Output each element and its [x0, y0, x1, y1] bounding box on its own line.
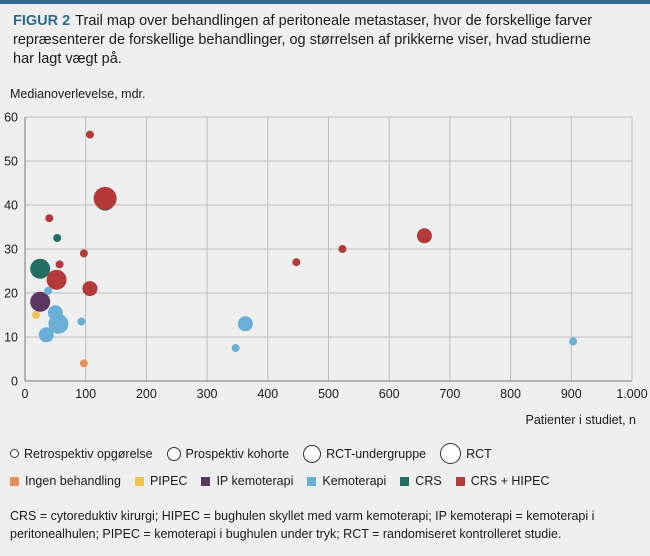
color-legend-label: PIPEC: [149, 474, 188, 488]
color-legend-swatch: [307, 476, 317, 486]
x-tick-label: 400: [257, 387, 278, 401]
size-legend-item: Retrospektiv opgørelse: [10, 447, 153, 461]
data-point: [292, 258, 301, 267]
data-point: [30, 258, 51, 279]
color-legend-item: Ingen behandling: [10, 474, 121, 488]
data-point: [55, 260, 64, 269]
x-tick-label: 800: [500, 387, 521, 401]
x-tick-label: 600: [379, 387, 400, 401]
caption-text: Trail map over behandlingen af peritonea…: [13, 13, 593, 67]
y-tick-label: 60: [4, 111, 18, 125]
y-tick-label: 20: [4, 287, 18, 301]
data-point: [569, 337, 578, 346]
color-legend-label: IP kemoterapi: [216, 474, 294, 488]
data-point: [79, 249, 88, 258]
color-legend-swatch: [201, 476, 211, 486]
footnote: CRS = cytoreduktiv kirurgi; HIPEC = bugh…: [10, 509, 595, 541]
x-tick-label: 900: [561, 387, 582, 401]
size-legend-item: Prospektiv kohorte: [166, 446, 290, 461]
size-legend-marker: [440, 443, 462, 464]
size-legend-marker: [166, 446, 181, 461]
x-tick-label: 0: [22, 387, 29, 401]
color-legend-item: IP kemoterapi: [201, 474, 293, 488]
grid-lines: [24, 116, 633, 382]
data-points: [30, 130, 578, 368]
data-point: [93, 186, 117, 210]
color-legend-label: CRS + HIPEC: [470, 474, 550, 488]
color-legend-label: Kemoterapi: [322, 474, 387, 488]
size-legend: Retrospektiv opgørelse Prospektiv kohorte…: [10, 443, 506, 464]
color-legend-label: Ingen behandling: [25, 474, 121, 488]
color-legend-swatch: [400, 476, 410, 486]
figure-caption: FIGUR 2 Trail map over behandlingen af pe…: [13, 12, 613, 69]
y-axis-label: Medianoverlevelse, mdr.: [10, 87, 146, 101]
color-legend-swatch: [455, 476, 465, 486]
data-point: [82, 281, 98, 297]
x-tick-label: 1.000: [616, 387, 647, 401]
y-tick-label: 50: [4, 155, 18, 169]
color-legend-swatch: [10, 476, 19, 486]
color-legend-label: CRS: [415, 474, 442, 488]
size-legend-marker: [10, 449, 19, 458]
data-point: [48, 313, 69, 334]
size-legend-item: RCT: [440, 443, 492, 464]
data-point: [31, 311, 40, 319]
data-point: [338, 245, 347, 253]
y-tick-label: 30: [4, 243, 18, 257]
color-legend-item: PIPEC: [134, 474, 188, 488]
x-tick-label: 700: [439, 387, 460, 401]
y-tick-label: 0: [11, 375, 18, 389]
x-axis-label: Patienter i studiet, n: [525, 413, 636, 427]
color-legend-item: CRS + HIPEC: [455, 474, 550, 488]
color-legend-item: CRS: [400, 474, 442, 488]
data-point: [53, 234, 62, 242]
color-legend-swatch: [134, 476, 144, 486]
data-point: [77, 317, 86, 326]
data-point: [231, 344, 240, 352]
scatter-plot: 0 100 200 300 400 500 600 700 800 900 1.000 0 10 20 30…: [4, 111, 648, 402]
x-tick-label: 500: [318, 387, 339, 401]
color-legend-item: Kemoterapi: [307, 474, 386, 488]
size-legend-label: RCT: [466, 446, 492, 461]
size-legend-item: RCT-undergruppe: [303, 444, 427, 463]
size-legend-label: RCT-undergruppe: [326, 446, 427, 461]
tick-labels: 0 100 200 300 400 500 600 700 800 900 1.000 0 10 20 30…: [4, 111, 648, 402]
x-tick-label: 100: [75, 387, 96, 401]
data-point: [30, 291, 51, 312]
data-point: [44, 286, 53, 295]
y-tick-label: 10: [4, 331, 18, 345]
size-legend-label: Retrospektiv opgørelse: [24, 446, 153, 461]
x-tick-label: 200: [136, 387, 157, 401]
data-point: [237, 316, 253, 332]
data-point: [85, 130, 94, 139]
figure-label: FIGUR 2: [13, 13, 71, 29]
data-point: [416, 228, 432, 244]
x-tick-label: 300: [197, 387, 218, 401]
y-tick-label: 40: [4, 199, 18, 213]
color-legend: Ingen behandling PIPEC IP kemoterapi Kemote…: [10, 474, 564, 488]
data-point: [45, 214, 54, 223]
size-legend-marker: [303, 444, 322, 463]
top-accent-bar: [0, 0, 650, 4]
size-legend-label: Prospektiv kohorte: [185, 446, 290, 461]
data-point: [79, 359, 88, 368]
data-point: [38, 327, 54, 343]
data-point: [46, 269, 67, 290]
